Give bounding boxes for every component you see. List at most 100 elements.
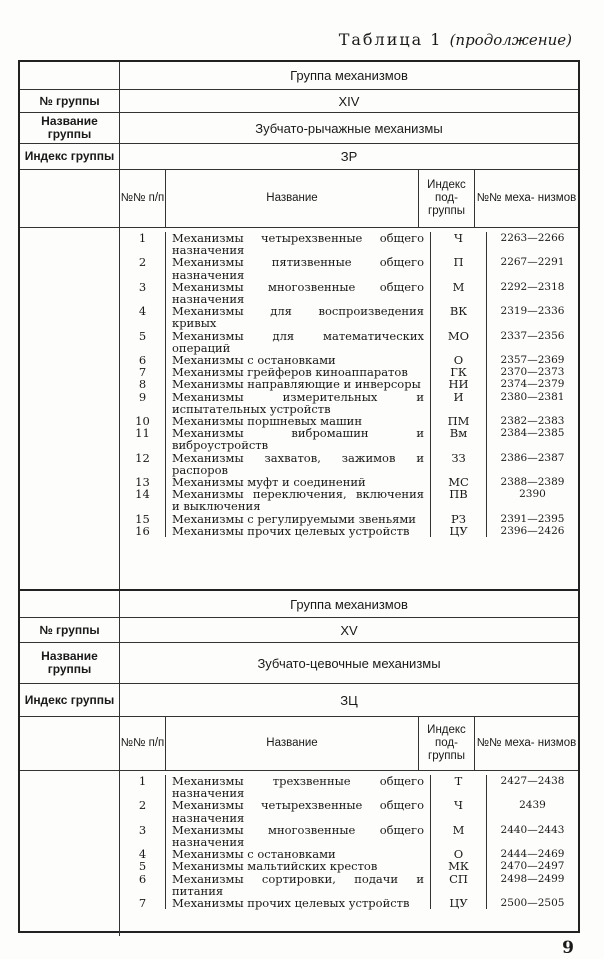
mechanism-numbers: 2337—2356 — [500, 329, 565, 342]
table-row: 13 Механизмы муфт и соединений МС 2388—2389 — [120, 476, 578, 488]
group-number-row: № группы XV — [20, 618, 578, 643]
column-header-index: Индекс под- группы — [419, 170, 475, 227]
group-number-row: № группы XIV — [20, 90, 578, 113]
mechanism-name: Механизмы прочих целевых устройств — [166, 525, 431, 537]
row-number: 6 — [120, 872, 166, 898]
mechanism-name: Механизмы трехзвенные общего назначения — [166, 775, 431, 799]
group-section-xv: Группа механизмов № группы XV Название груп… — [18, 589, 580, 936]
table-row: 3 Механизмы многозвенные общего назначени… — [120, 281, 578, 306]
row-value: Зубчато-цевочные механизмы — [257, 655, 441, 671]
mechanism-name: Механизмы четырехзвенные общего назначен… — [166, 232, 431, 256]
mechanism-name: Механизмы пятизвенные общего назначения — [166, 256, 431, 281]
group-header-row: Группа механизмов — [20, 591, 578, 618]
mechanism-name: Механизмы грейферов киноаппаратов — [166, 366, 431, 378]
subgroup-index: ГК — [431, 366, 487, 378]
subgroup-index: П — [431, 256, 487, 281]
row-label: Индекс группы — [20, 684, 120, 716]
row-value: Зубчато-рычажные механизмы — [255, 120, 443, 136]
row-number: 1 — [120, 775, 166, 800]
row-number: 2 — [120, 256, 166, 281]
column-header-name: Название — [166, 717, 419, 770]
row-number: 10 — [120, 415, 166, 427]
row-label — [20, 62, 120, 89]
group-section-xiv: Группа механизмов № группы XIV Название гру… — [18, 60, 580, 594]
mechanism-numbers: 2370—2373 — [500, 366, 565, 379]
subgroup-index: Т — [431, 775, 487, 800]
mechanism-numbers: 2500—2505 — [500, 897, 565, 910]
subgroup-index: М — [431, 281, 487, 306]
mechanism-numbers: 2374—2379 — [500, 378, 565, 391]
table-row: 11 Механизмы вибромашин и виброустройств В… — [120, 427, 578, 452]
row-value: ЗЦ — [340, 692, 358, 708]
group-name-row: Название группы Зубчато-цевочные механизм… — [20, 643, 578, 684]
table-row: 2 Механизмы пятизвенные общего назначения… — [120, 256, 578, 281]
table-row: 7 Механизмы прочих целевых устройств ЦУ 250… — [120, 897, 578, 909]
row-value: ЗР — [340, 149, 358, 164]
group-header-row: Группа механизмов — [20, 62, 578, 90]
table-row: 5 Механизмы для математических операций МО… — [120, 329, 578, 355]
mechanism-name: Механизмы направляющие и инверсоры — [166, 378, 431, 391]
mechanism-numbers: 2386—2387 — [500, 451, 565, 464]
table-row: 1 Механизмы трехзвенные общего назначения… — [120, 775, 578, 800]
table-row: 14 Механизмы переключения, включения и вы… — [120, 488, 578, 513]
mechanism-name: Механизмы прочих целевых устройств — [166, 897, 431, 909]
mechanism-name: Механизмы многозвенные общего назначения — [166, 281, 431, 305]
column-header-row: №№ п/п Название Индекс под- группы №№ меха-… — [20, 170, 578, 228]
group-index-row: Индекс группы ЗР — [20, 144, 578, 170]
table-row: 1 Механизмы четырехзвенные общего назначе… — [120, 232, 578, 257]
mechanism-name: Механизмы для воспроизведения кривых — [166, 305, 431, 330]
subgroup-index: МС — [431, 476, 487, 488]
subgroup-index: МО — [431, 329, 487, 355]
table-row: 4 Механизмы для воспроизведения кривых ВК 2… — [120, 305, 578, 330]
mechanism-numbers: 2267—2291 — [500, 256, 565, 269]
subgroup-index: ПВ — [431, 488, 487, 513]
blank-column — [20, 228, 120, 594]
row-number: 3 — [120, 824, 166, 849]
row-number: 8 — [120, 378, 166, 391]
subgroup-index: Ч — [431, 799, 487, 824]
row-label: Название группы — [20, 113, 120, 143]
row-value: Группа механизмов — [290, 68, 408, 83]
row-number: 16 — [120, 525, 166, 537]
mechanism-name: Механизмы четырехзвенные общего назначен… — [166, 799, 431, 824]
table-row: 12 Механизмы захватов, зажимов и распоров… — [120, 451, 578, 477]
mechanism-name: Механизмы измерительных и испытательных … — [166, 390, 431, 415]
row-number: 3 — [120, 281, 166, 306]
mechanism-name: Механизмы с остановками — [166, 354, 431, 366]
table-row: 10 Механизмы поршневых машин ПМ 2382—2383 — [120, 415, 578, 427]
mechanism-numbers: 2470—2497 — [500, 860, 565, 873]
column-header-mech: №№ меха- низмов — [476, 192, 577, 204]
row-label — [20, 591, 120, 617]
table-row: 8 Механизмы направляющие и инверсоры НИ 237… — [120, 378, 578, 390]
table-caption: Таблица 1 (продолжение) — [339, 30, 572, 49]
subgroup-index: ЦУ — [431, 525, 487, 537]
mechanism-numbers: 2382—2383 — [500, 415, 565, 428]
subgroup-index: ВК — [431, 305, 487, 330]
data-body: 1 Механизмы четырехзвенные общего назначе… — [20, 228, 578, 594]
mechanism-numbers: 2444—2469 — [500, 848, 565, 861]
row-number: 14 — [120, 488, 166, 513]
subgroup-index: ЗЗ — [431, 451, 487, 477]
column-header-name: Название — [166, 170, 419, 227]
mechanism-numbers: 2439 — [519, 799, 546, 812]
mechanism-numbers: 2388—2389 — [500, 476, 565, 489]
subgroup-index: ПМ — [431, 415, 487, 427]
column-header-mech: №№ меха- низмов — [476, 737, 577, 749]
subgroup-index: О — [431, 354, 487, 366]
row-label: Индекс группы — [20, 144, 120, 169]
table-row: 16 Механизмы прочих целевых устройств ЦУ 23… — [120, 525, 578, 537]
row-number: 5 — [120, 860, 166, 873]
table-row: 4 Механизмы с остановками О 2444—2469 — [120, 848, 578, 860]
mechanism-numbers: 2391—2395 — [500, 512, 565, 525]
blank-column — [20, 771, 120, 936]
mechanism-name: Механизмы с остановками — [166, 848, 431, 860]
mechanism-name: Механизмы переключения, включения и выкл… — [166, 488, 431, 513]
row-label: № группы — [20, 90, 120, 112]
caption-title: Таблица 1 — [338, 30, 443, 49]
row-number: 5 — [120, 329, 166, 355]
data-table: 1 Механизмы трехзвенные общего назначения… — [120, 771, 578, 936]
row-number: 7 — [120, 897, 166, 909]
mechanism-name: Механизмы муфт и соединений — [166, 476, 431, 488]
table-row: 5 Механизмы мальтийских крестов МК 2470—249… — [120, 860, 578, 872]
row-number: 9 — [120, 390, 166, 416]
